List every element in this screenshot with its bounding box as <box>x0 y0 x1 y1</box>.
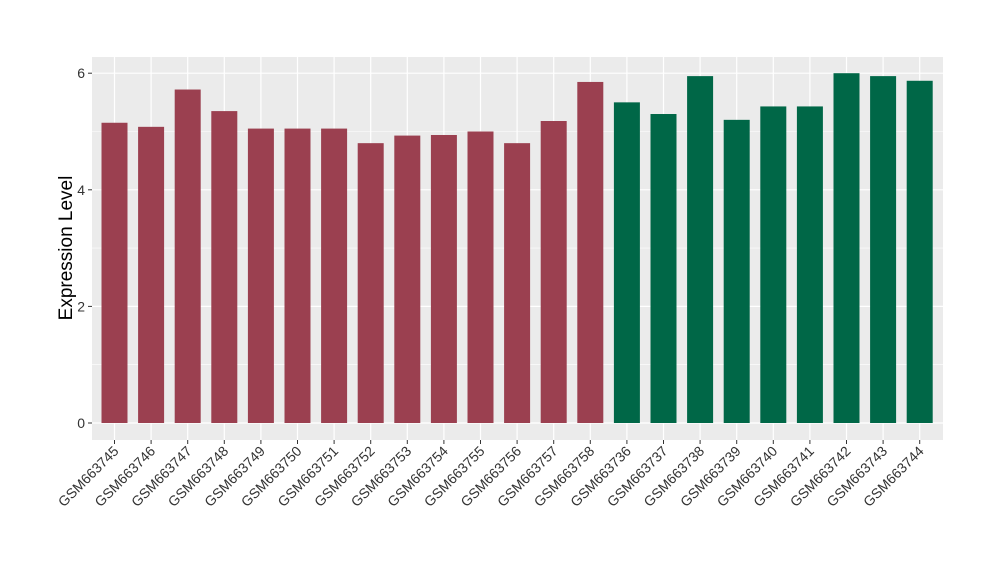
bar-gsm663744 <box>906 80 933 424</box>
y-tick-label: 4 <box>77 182 85 198</box>
bar-gsm663741 <box>796 106 823 423</box>
bar-gsm663739 <box>723 119 750 423</box>
bar-gsm663753 <box>394 135 421 423</box>
y-tick-label: 0 <box>77 415 85 431</box>
bar-gsm663748 <box>211 111 238 423</box>
bar-gsm663756 <box>504 143 531 423</box>
bar-gsm663745 <box>101 122 128 423</box>
bar-gsm663738 <box>687 76 714 424</box>
y-tick-label: 2 <box>77 298 85 314</box>
bar-gsm663754 <box>430 134 457 424</box>
y-tick-label: 6 <box>77 65 85 81</box>
bars <box>101 73 933 424</box>
y-axis-title: Expression Level <box>56 176 77 321</box>
bar-gsm663749 <box>247 128 274 423</box>
bar-gsm663755 <box>467 131 494 423</box>
bar-gsm663743 <box>870 76 897 424</box>
bar-gsm663758 <box>577 81 604 423</box>
bar-gsm663751 <box>321 128 348 423</box>
y-axis-ticks: 0 2 4 6 <box>77 65 92 431</box>
bar-gsm663752 <box>357 143 384 423</box>
bar-gsm663740 <box>760 106 787 423</box>
bar-gsm663747 <box>174 89 201 424</box>
bar-gsm663757 <box>540 121 567 424</box>
bar-gsm663742 <box>833 73 860 423</box>
bar-gsm663750 <box>284 128 311 423</box>
bar-gsm663736 <box>613 102 640 423</box>
x-axis-ticks: GSM663745GSM663746GSM663747GSM663748GSM6… <box>55 440 927 510</box>
bar-gsm663746 <box>138 126 165 423</box>
bar-gsm663737 <box>650 114 677 423</box>
